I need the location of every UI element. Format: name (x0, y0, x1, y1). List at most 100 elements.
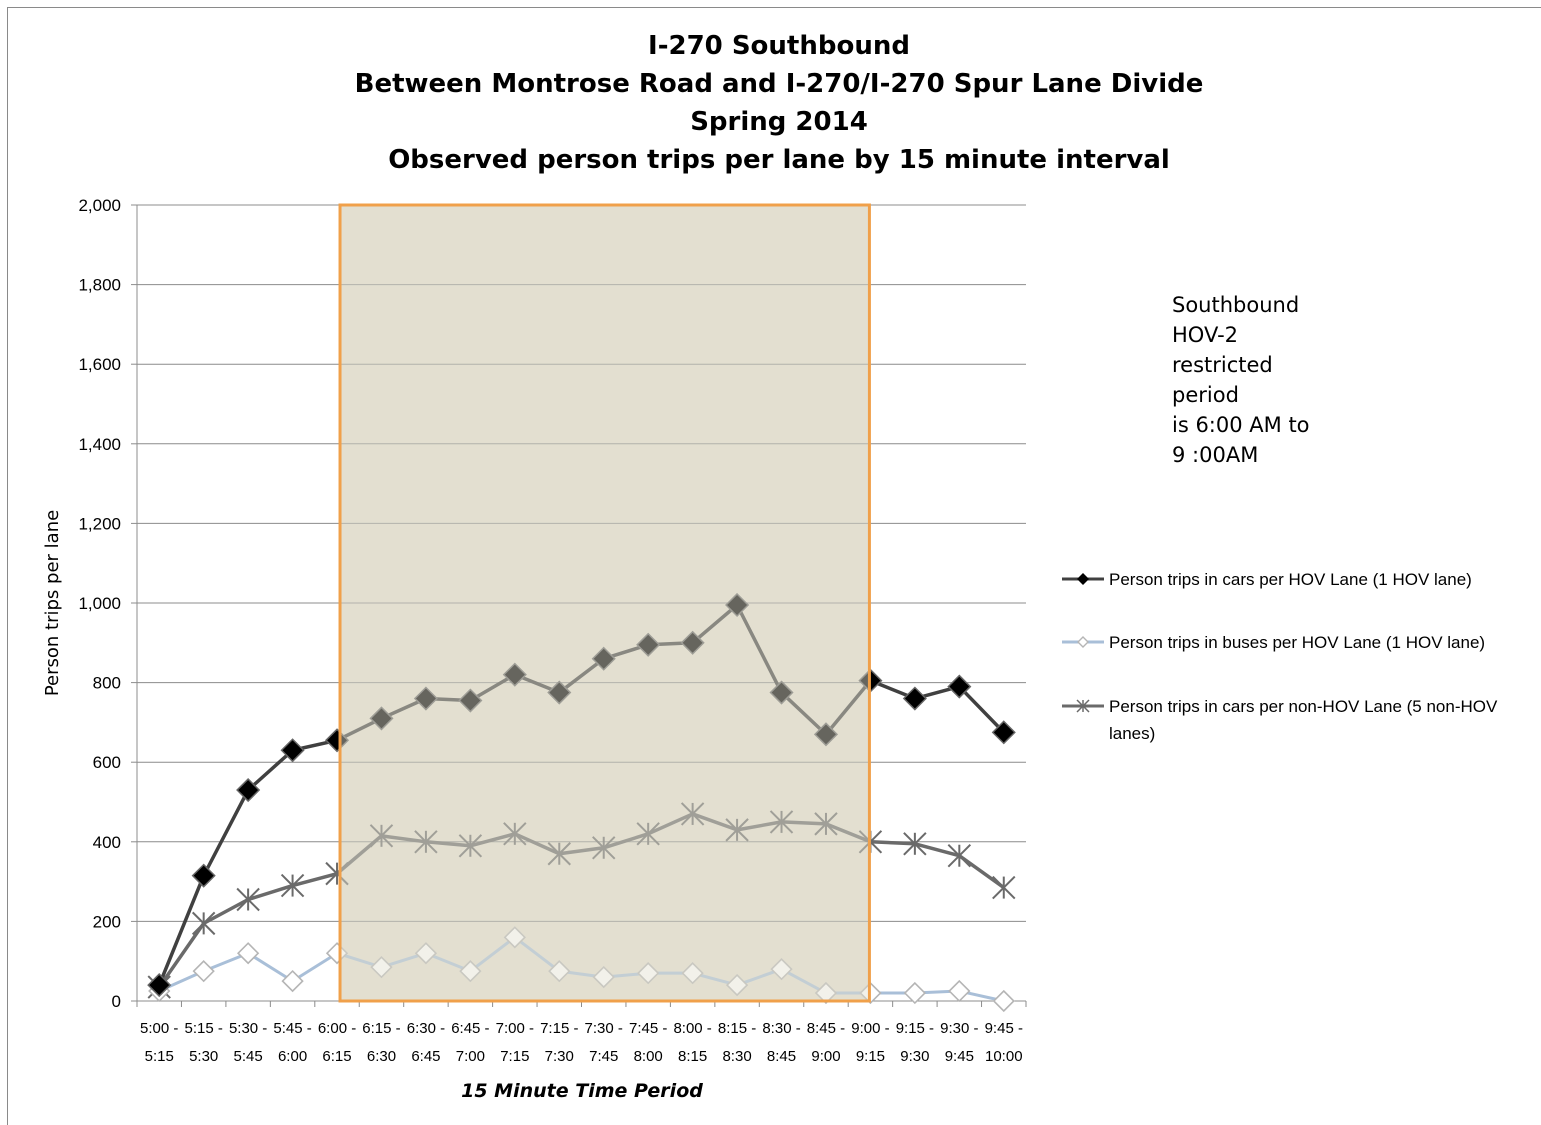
hov-period-highlight-border (338, 203, 871, 1003)
highlight-border-layer (338, 203, 871, 1003)
series-3 (147, 802, 1016, 999)
legend-marker (1077, 636, 1089, 648)
data-point (947, 674, 972, 699)
data-point (813, 722, 839, 747)
asterisk-stroke (458, 834, 483, 858)
legend-item-3: Person trips in cars per non-HOV Lane (5… (1062, 697, 1498, 743)
asterisk-stroke (191, 911, 216, 936)
legend-marker (1077, 573, 1089, 585)
data-point (324, 728, 350, 753)
asterisk-stroke (725, 818, 749, 842)
x-tick-label: 7:30 (545, 1048, 574, 1065)
x-tick-label: 6:45 (411, 1048, 440, 1065)
data-point (903, 832, 927, 856)
x-tick-label: 9:00 - (851, 1020, 889, 1037)
asterisk-stroke (369, 824, 394, 848)
y-tick-label: 600 (93, 753, 121, 772)
data-point (414, 830, 438, 854)
asterisk-stroke (947, 844, 972, 868)
data-point (236, 777, 261, 803)
data-point (325, 942, 349, 965)
x-tick-label: 5:45 (234, 1048, 263, 1065)
data-point (636, 632, 661, 657)
x-tick-label: 6:00 - (318, 1020, 356, 1037)
y-tick-label: 1,400 (78, 435, 121, 454)
data-point (281, 969, 304, 993)
legend-marker (1076, 699, 1090, 713)
note-line-3: restricted (1172, 353, 1273, 377)
data-point (636, 822, 660, 846)
x-tick-label: 9:45 - (985, 1020, 1023, 1037)
chart-title-line-4: Observed person trips per lane by 15 min… (388, 145, 1170, 175)
y-tick-label: 0 (112, 992, 121, 1011)
data-point (637, 962, 660, 985)
x-tick-label: 7:30 - (585, 1020, 623, 1037)
x-tick-label: 8:15 - (718, 1020, 756, 1037)
x-tick-label: 5:15 - (184, 1020, 222, 1037)
asterisk-stroke (325, 861, 349, 886)
x-tick-label: 9:00 (811, 1048, 840, 1065)
x-tick-label: 8:45 - (807, 1020, 845, 1037)
x-tick-label: 6:15 (322, 1048, 351, 1065)
data-point (369, 824, 394, 848)
data-point (769, 810, 794, 834)
y-axis-title: Person trips per lane (42, 510, 63, 696)
x-tick-label: 8:00 - (673, 1020, 711, 1037)
asterisk-stroke (680, 802, 705, 826)
legend-label: lanes) (1109, 724, 1155, 743)
data-point (236, 942, 260, 965)
x-tick-label: 7:45 - (629, 1020, 667, 1037)
data-point (191, 863, 216, 888)
x-tick-label: 5:45 - (273, 1020, 311, 1037)
note-line-4: period (1172, 383, 1239, 407)
data-point (725, 973, 749, 997)
legend-label: Person trips in cars per HOV Lane (1 HOV… (1109, 570, 1472, 589)
data-point (147, 973, 172, 998)
axis-layer: 0 200 400 600 800 1,000 1,200 1,400 1,600 1,800 2,… (78, 196, 1027, 1065)
y-tick-label: 1,200 (78, 514, 121, 533)
x-axis-title: 15 Minute Time Period (461, 1080, 703, 1102)
x-tick-label: 10:00 (985, 1048, 1023, 1065)
y-tick-label: 1,600 (78, 355, 121, 374)
data-point (591, 646, 616, 671)
y-tick-label: 1,800 (78, 276, 121, 295)
data-point (992, 875, 1016, 900)
data-point (414, 942, 438, 965)
chart-frame (7, 7, 1541, 1125)
data-point (725, 592, 750, 618)
data-point (236, 887, 260, 912)
data-point (680, 802, 705, 826)
asterisk-stroke (280, 873, 305, 898)
chart-title: I-270 Southbound Between Montrose Road a… (355, 31, 1204, 175)
data-point (325, 861, 349, 886)
asterisk-stroke (414, 830, 438, 854)
chart-title-line-1: I-270 Southbound (648, 31, 910, 61)
x-tick-label: 9:15 (856, 1048, 885, 1065)
data-point (547, 680, 572, 705)
x-tick-label: 5:30 (189, 1048, 218, 1065)
chart-title-line-2: Between Montrose Road and I-270/I-270 Sp… (355, 69, 1204, 99)
data-point (191, 911, 216, 936)
x-tick-label: 5:00 - (140, 1020, 178, 1037)
asterisk-stroke (236, 887, 260, 912)
x-tick-label: 6:00 (278, 1048, 307, 1065)
data-point (370, 956, 393, 979)
series-layer (147, 205, 1016, 1013)
asterisk-stroke (903, 832, 927, 856)
x-tick-label: 7:15 (500, 1048, 529, 1065)
x-tick-label: 7:00 - (496, 1020, 534, 1037)
note-line-1: Southbound (1172, 293, 1299, 317)
x-tick-label: 6:15 - (362, 1020, 400, 1037)
chart-title-line-3: Spring 2014 (690, 107, 868, 137)
series-2 (148, 926, 1015, 1013)
note-line-6: 9 :00AM (1172, 443, 1258, 467)
data-point (503, 822, 527, 846)
data-point (902, 686, 927, 711)
asterisk-stroke (592, 836, 616, 860)
x-tick-label: 8:30 (722, 1048, 751, 1065)
data-point (991, 720, 1016, 745)
x-tick-label: 8:45 (767, 1048, 796, 1065)
asterisk-stroke (547, 842, 571, 866)
data-point (903, 981, 927, 1005)
asterisk-stroke (992, 875, 1016, 900)
